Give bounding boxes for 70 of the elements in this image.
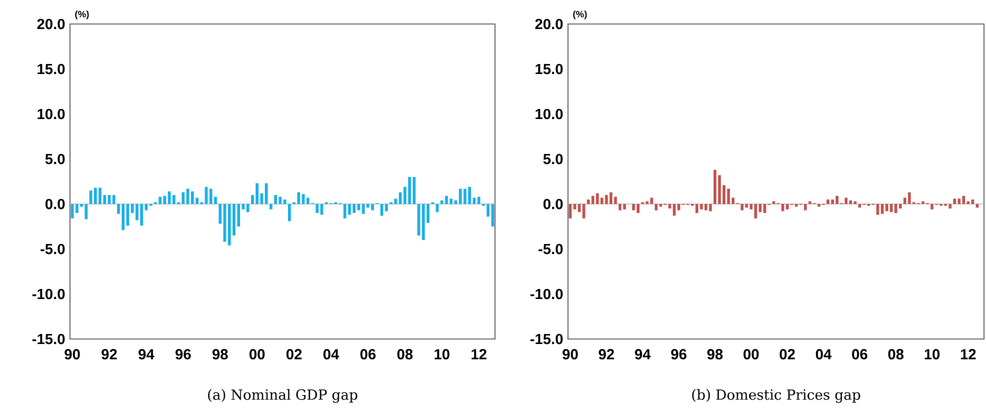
y-tick-label: 0.0: [45, 198, 65, 210]
x-tick-label: 02: [780, 349, 795, 360]
bar: [472, 198, 476, 204]
y-tick-label: 15.0: [38, 64, 65, 74]
bar: [274, 195, 278, 204]
y-tick-label: -5.0: [40, 244, 65, 254]
x-tick-label: 06: [360, 349, 376, 360]
bar: [654, 204, 658, 210]
x-tick-label: 90: [562, 349, 578, 360]
x-tick-label: 92: [598, 349, 614, 360]
bar: [270, 204, 272, 210]
x-tick-label: 98: [212, 349, 228, 360]
bar: [754, 204, 758, 218]
bar: [573, 204, 576, 210]
x-tick-label: 12: [960, 349, 976, 360]
bar: [316, 204, 319, 214]
y-axis-title: (%): [573, 10, 587, 20]
y-tick-label: 5.0: [45, 154, 65, 164]
y-tick-label: -15.0: [530, 334, 563, 344]
y-tick-label: -10.0: [530, 288, 563, 300]
bar: [568, 204, 572, 218]
bar: [144, 204, 148, 210]
text: (b) Domestic Prices gap: [692, 389, 860, 403]
bar: [246, 204, 250, 212]
bar: [264, 183, 268, 204]
text: (a) Nominal GDP gap: [208, 389, 358, 403]
x-tick-label: 90: [64, 349, 80, 360]
y-tick-label: 20.0: [535, 18, 563, 30]
bar: [112, 195, 116, 204]
y-tick-label: -10.0: [32, 288, 65, 300]
y-tick-label: 0.0: [543, 198, 563, 210]
x-tick-label: 12: [472, 349, 486, 360]
y-tick-label: 10.0: [38, 108, 65, 120]
x-tick-label: 92: [102, 349, 117, 360]
y-tick-label: 20.0: [37, 18, 65, 30]
x-tick-label: 98: [707, 349, 723, 360]
x-tick-label: 04: [816, 349, 832, 360]
bar: [677, 204, 680, 210]
bar: [288, 204, 291, 222]
bar: [786, 204, 789, 210]
y-tick-label: 15.0: [536, 64, 563, 74]
x-tick-label: 08: [888, 349, 904, 360]
x-tick-label: 00: [250, 349, 265, 360]
y-tick-label: 10.0: [536, 108, 563, 120]
bar: [668, 204, 672, 208]
y-tick-label: 5.0: [543, 154, 563, 164]
x-tick-label: 10: [434, 349, 450, 360]
x-tick-label: 96: [176, 349, 191, 360]
bar: [357, 204, 360, 210]
y-tick-label: -15.0: [32, 334, 65, 344]
x-tick-label: 08: [397, 349, 413, 360]
x-tick-label: 06: [852, 349, 868, 360]
bar: [804, 204, 807, 210]
bar: [477, 196, 480, 204]
y-axis-title: (%): [75, 10, 89, 20]
bar: [953, 198, 956, 204]
bar: [898, 204, 902, 208]
bar: [876, 204, 880, 215]
y-tick-label: -5.0: [538, 244, 563, 254]
bar: [650, 198, 654, 204]
x-tick-label: 96: [671, 349, 686, 360]
bar: [880, 204, 884, 214]
x-tick-label: 02: [286, 349, 302, 360]
x-tick-label: 04: [323, 349, 340, 360]
x-tick-label: 10: [924, 349, 940, 360]
x-tick-label: 00: [744, 349, 759, 360]
bar: [218, 204, 222, 224]
x-tick-label: 94: [138, 349, 154, 360]
bar: [582, 204, 586, 218]
x-tick-label: 94: [634, 349, 651, 360]
